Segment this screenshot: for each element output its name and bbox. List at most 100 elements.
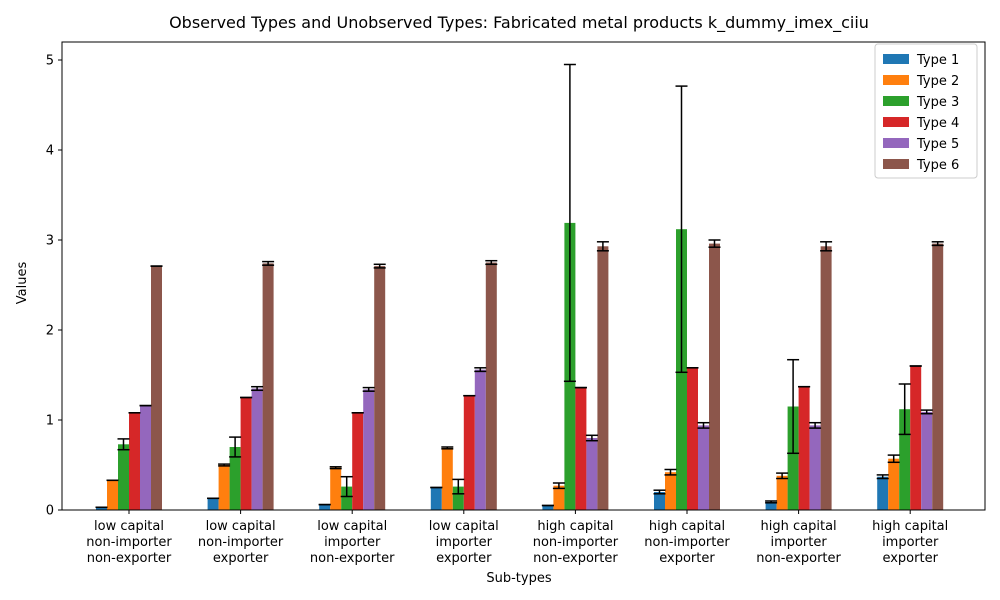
errorbar-type-6-cat-2 bbox=[262, 260, 275, 266]
bar-type-3-cat-8 bbox=[899, 409, 911, 510]
bar-type-1-cat-7 bbox=[765, 501, 777, 510]
x-tick-label-6: high capital non-importer exporter bbox=[644, 519, 730, 566]
x-tick-label-line: exporter bbox=[659, 551, 715, 566]
x-tick-label-line: low capital bbox=[94, 519, 164, 534]
errorbar-type-3-cat-5 bbox=[563, 63, 576, 383]
x-tick-label-line: non-importer bbox=[198, 535, 284, 550]
x-tick-label-line: non-exporter bbox=[533, 551, 618, 566]
bar-type-3-cat-3 bbox=[341, 486, 353, 510]
bar-type-2-cat-8 bbox=[888, 458, 900, 510]
bar-type-6-cat-5 bbox=[597, 246, 609, 511]
legend-label-type-1: Type 1 bbox=[916, 53, 959, 68]
errorbar-type-3-cat-6 bbox=[675, 85, 688, 374]
x-tick-label-line: non-importer bbox=[533, 535, 619, 550]
errorbar-type-1-cat-6 bbox=[653, 489, 666, 495]
errorbar-type-2-cat-5 bbox=[552, 482, 565, 490]
x-tick-label-line: importer bbox=[436, 535, 493, 550]
y-tick-label-3: 3 bbox=[46, 234, 54, 249]
bar-type-3-cat-4 bbox=[452, 486, 464, 510]
x-tick-label-line: exporter bbox=[213, 551, 269, 566]
y-axis: 0 1 2 3 4 5 bbox=[46, 54, 62, 519]
legend-swatch-type-2 bbox=[883, 75, 909, 85]
errorbar-type-6-cat-8 bbox=[931, 241, 944, 247]
bar-type-6-cat-1 bbox=[151, 266, 162, 510]
y-tick-label-4: 4 bbox=[46, 144, 54, 159]
x-tick-label-line: high capital bbox=[649, 519, 725, 534]
bar-type-4-cat-3 bbox=[352, 412, 364, 510]
bar-type-2-cat-2 bbox=[218, 465, 230, 510]
bar-type-2-cat-7 bbox=[776, 475, 788, 510]
bar-type-3-cat-7 bbox=[787, 406, 799, 510]
x-tick-label-line: low capital bbox=[429, 519, 499, 534]
x-tick-label-1: low capital non-importer non-exporter bbox=[86, 519, 172, 566]
x-tick-label-line: non-exporter bbox=[756, 551, 841, 566]
errorbar-type-5-cat-2 bbox=[251, 385, 264, 392]
bar-type-6-cat-4 bbox=[485, 262, 497, 510]
errorbar-type-2-cat-2 bbox=[218, 463, 231, 467]
bar-type-5-cat-5 bbox=[586, 438, 598, 510]
bar-type-5-cat-4 bbox=[474, 369, 486, 510]
x-tick-label-line: importer bbox=[324, 535, 381, 550]
x-axis-label: Sub-types bbox=[486, 571, 551, 586]
x-tick-label-2: low capital non-importer exporter bbox=[198, 519, 284, 566]
errorbar-type-1-cat-7 bbox=[765, 500, 778, 504]
bar-type-4-cat-2 bbox=[240, 397, 252, 510]
plot-frame bbox=[61, 41, 986, 511]
bar-type-1-cat-1 bbox=[96, 507, 107, 510]
bar-type-4-cat-5 bbox=[575, 387, 587, 510]
x-tick-label-3: low capital importer non-exporter bbox=[310, 519, 395, 566]
x-tick-label-line: non-exporter bbox=[87, 551, 172, 566]
legend: Type 1 Type 2 Type 3 Type 4 Type 5 Type 6 bbox=[874, 43, 978, 179]
bar-type-5-cat-6 bbox=[698, 425, 709, 510]
errorbar-type-1-cat-8 bbox=[876, 474, 889, 480]
bar-type-4-cat-4 bbox=[463, 395, 475, 510]
legend-swatch-type-6 bbox=[883, 159, 909, 169]
errorbar-type-3-cat-3 bbox=[340, 475, 353, 498]
errorbar-type-3-cat-1 bbox=[117, 438, 130, 451]
x-tick-label-line: exporter bbox=[882, 551, 938, 566]
x-tick-label-5: high capital non-importer non-exporter bbox=[533, 519, 619, 566]
errorbar-type-6-cat-3 bbox=[373, 263, 386, 269]
bar-type-2-cat-6 bbox=[665, 472, 676, 510]
x-tick-label-line: high capital bbox=[761, 519, 837, 534]
errorbar-type-6-cat-6 bbox=[708, 239, 721, 248]
errorbar-type-5-cat-8 bbox=[920, 409, 933, 415]
bar-type-1-cat-2 bbox=[207, 498, 219, 510]
legend-label-type-5: Type 5 bbox=[916, 137, 959, 152]
bar-type-3-cat-1 bbox=[118, 444, 129, 510]
errorbar-type-5-cat-6 bbox=[697, 421, 710, 429]
bar-type-1-cat-6 bbox=[654, 492, 665, 510]
bar-type-2-cat-5 bbox=[553, 485, 565, 510]
errorbar-type-5-cat-4 bbox=[474, 367, 487, 373]
bar-type-1-cat-4 bbox=[430, 487, 442, 510]
errorbar-type-2-cat-3 bbox=[329, 466, 342, 470]
bar-type-4-cat-1 bbox=[129, 412, 140, 510]
errorbar-type-3-cat-8 bbox=[898, 383, 911, 436]
errorbar-type-5-cat-3 bbox=[362, 386, 375, 392]
errorbar-type-5-cat-5 bbox=[585, 434, 598, 442]
x-tick-label-line: low capital bbox=[206, 519, 276, 534]
bar-type-5-cat-7 bbox=[809, 425, 821, 510]
errorbar-type-2-cat-6 bbox=[664, 468, 677, 476]
y-tick-label-2: 2 bbox=[46, 324, 54, 339]
y-tick-label-0: 0 bbox=[46, 504, 54, 519]
x-tick-label-line: non-importer bbox=[644, 535, 730, 550]
errorbars-group bbox=[95, 63, 944, 509]
chart-title: Observed Types and Unobserved Types: Fab… bbox=[169, 13, 869, 33]
x-tick-label-line: high capital bbox=[872, 519, 948, 534]
x-tick-label-line: importer bbox=[882, 535, 939, 550]
x-tick-label-line: exporter bbox=[436, 551, 492, 566]
bar-type-2-cat-1 bbox=[107, 480, 118, 510]
bar-type-2-cat-4 bbox=[441, 447, 453, 510]
legend-label-type-4: Type 4 bbox=[916, 116, 959, 131]
bar-type-1-cat-5 bbox=[542, 505, 554, 510]
x-tick-label-8: high capital importer exporter bbox=[872, 519, 948, 566]
bar-type-5-cat-3 bbox=[363, 389, 375, 510]
legend-swatch-type-3 bbox=[883, 96, 909, 106]
bar-type-1-cat-8 bbox=[877, 476, 889, 510]
errorbar-type-6-cat-7 bbox=[820, 241, 833, 252]
errorbar-type-3-cat-2 bbox=[229, 436, 242, 458]
